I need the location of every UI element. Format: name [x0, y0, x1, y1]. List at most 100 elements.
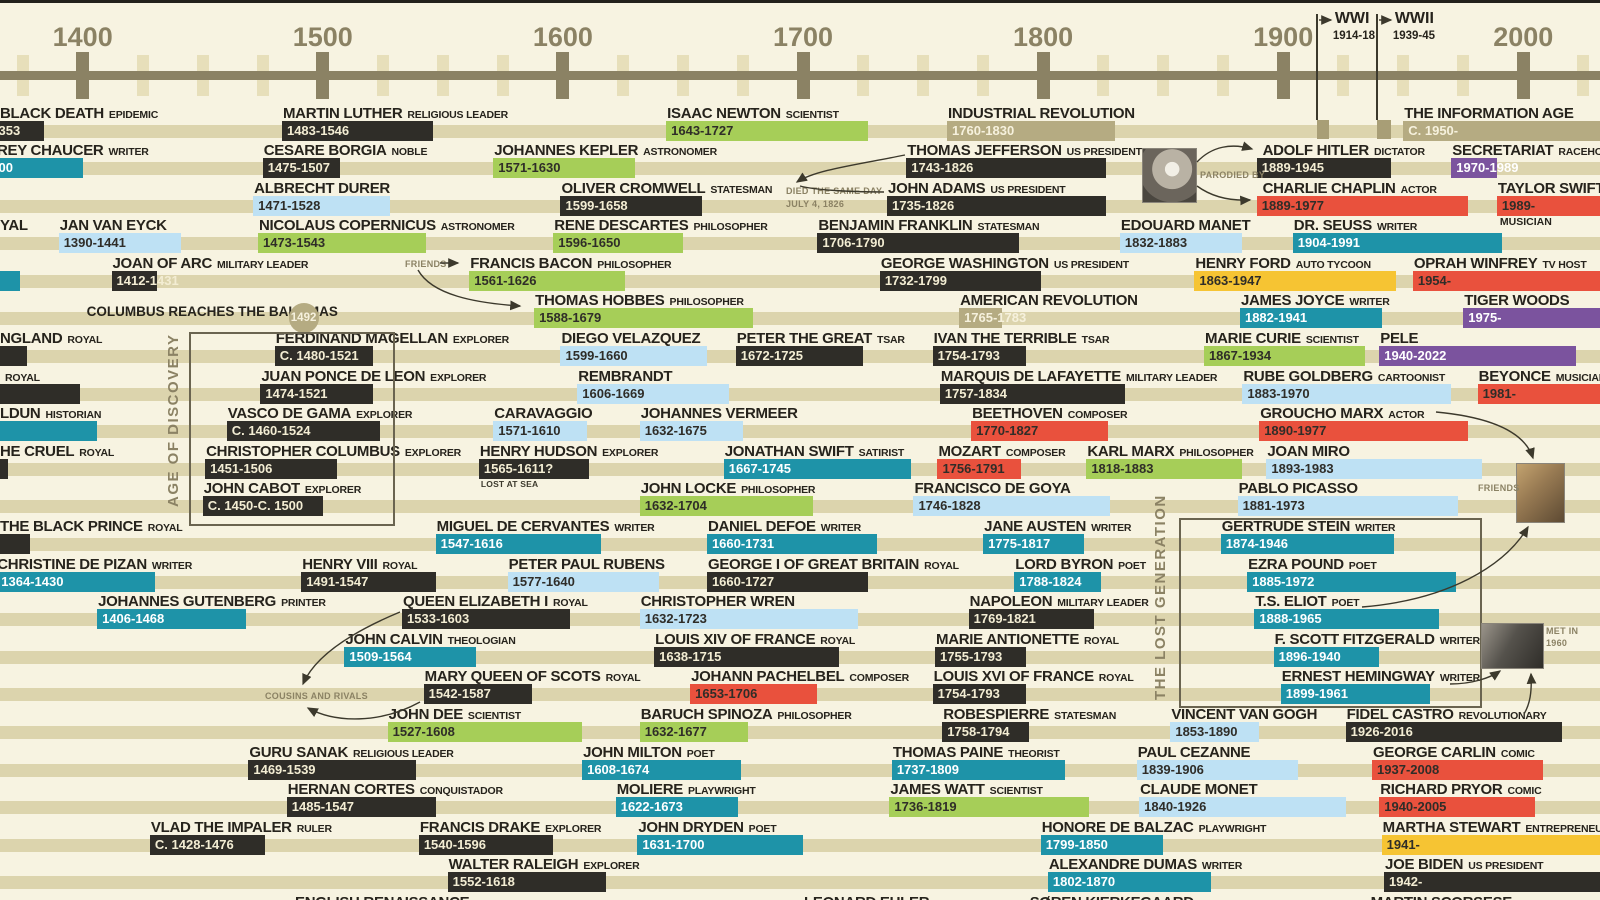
entry-label: FRANCIS DRAKE EXPLORER — [420, 818, 602, 838]
entry-role: RULER — [296, 822, 332, 835]
entry-label: THOMAS JEFFERSON US PRESIDENT — [907, 141, 1142, 161]
timeline-bar: 1889-1977 — [1256, 195, 1469, 216]
entry-role: COMPOSER — [1067, 409, 1128, 422]
entry-dates: 1940-2022 — [1384, 348, 1447, 364]
friends-annotation: FRIENDS — [405, 259, 447, 269]
entry-role: COMIC — [1507, 785, 1542, 798]
timeline-bar: 1889-1945 — [1256, 158, 1392, 179]
entry-label: SØREN KIERKEGAARD PHILOSOPHER — [1030, 893, 1274, 900]
entry-dates: 1889-1977 — [1261, 197, 1324, 213]
axis-major-tick — [1276, 52, 1290, 99]
timeline-bar: 1638-1715 — [654, 646, 839, 667]
entry-label: THOMAS PAINE THEORIST — [893, 743, 1060, 763]
died-same-day-line2: JULY 4, 1826 — [786, 199, 845, 209]
entry-dates: 1599-1660 — [565, 348, 628, 364]
entry-name: NGLAND — [0, 330, 63, 348]
timeline-bar: 1832-1883 — [1119, 233, 1243, 254]
entry-label: SECRETARIAT RACEHORSE — [1452, 141, 1600, 161]
entry-role: POET — [748, 822, 777, 835]
timeline-bar: 1667-1745 — [723, 458, 912, 479]
entry-dates: 1954- — [1417, 272, 1452, 288]
entry-dates: 1756-1791 — [942, 460, 1005, 476]
timeline-bar: 1571-1610 — [493, 421, 587, 442]
entry-name: CHRISTOPHER COLUMBUS — [206, 442, 400, 460]
entry-name: HONORE DE BALZAC — [1041, 818, 1194, 836]
timeline-bar: 1788-1824 — [1014, 571, 1101, 592]
entry-name: GROUCHO MARX — [1260, 405, 1384, 423]
axis-major-tick — [76, 52, 90, 99]
entry-label: JOHN DRYDEN POET — [638, 818, 776, 838]
entry-name: REMBRANDT — [578, 367, 673, 385]
entry-name: LOUIS XIV OF FRANCE — [655, 630, 816, 648]
entry-dates: 1346-1353 — [0, 122, 21, 138]
entry-role: ROYAL — [820, 634, 856, 647]
timeline-bar — [0, 421, 98, 442]
entry-label: FRANCISCO DE GOYA — [914, 479, 1070, 499]
entry-role: STATESMAN — [977, 221, 1040, 234]
entry-name: EDOUARD MANET — [1120, 217, 1251, 235]
event-label: COLUMBUS REACHES THE BAHAMAS — [86, 304, 338, 320]
parodied-hitler-arrow — [1196, 141, 1254, 163]
entry-dates: 1853-1890 — [1175, 723, 1238, 739]
entry-dates: 1760-1830 — [952, 122, 1015, 138]
entry-label: RENE DESCARTES PHILOSOPHER — [554, 216, 768, 236]
entry-dates: 1632-1675 — [644, 423, 707, 439]
entry-name: HENRY FORD — [1195, 254, 1291, 272]
entry-dates: 1881-1973 — [1242, 498, 1305, 514]
entry-role: SCIENTIST — [989, 785, 1043, 798]
entry-name: PELE — [1380, 330, 1419, 348]
entry-label: RUBE GOLDBERG CARTOONIST — [1243, 367, 1445, 387]
entry-role: MILITARY LEADER — [1057, 597, 1149, 610]
entry-role: PHILOSOPHER — [777, 709, 852, 722]
axis-year-label: 1600 — [532, 22, 593, 52]
entry-name: THOMAS PAINE — [892, 743, 1004, 761]
timeline-bar: 1757-1834 — [939, 383, 1125, 404]
war-label: WWI — [1334, 10, 1370, 27]
entry-label: PETER THE GREAT TSAR — [737, 329, 905, 349]
entry-label: CHRISTINE DE PIZAN WRITER — [0, 555, 192, 575]
entry-name: JAMES WATT — [890, 781, 985, 799]
entry-dates: 1390-1441 — [63, 235, 126, 251]
timeline-bar: 1853-1890 — [1170, 721, 1260, 742]
entry-role: EXPLORER — [452, 334, 510, 347]
entry-role: EXPLORER — [304, 484, 362, 497]
entry-dates: 1588-1679 — [539, 310, 602, 326]
entry-name: JONATHAN SWIFT — [724, 442, 854, 460]
timeline-bar: 1672-1725 — [735, 346, 864, 367]
entry-dates: 1469-1539 — [253, 761, 316, 777]
timeline-bar: C. 1950- — [1403, 120, 1600, 141]
entry-label: OPRAH WINFREY TV HOST — [1414, 254, 1587, 274]
entry-label: ROBESPIERRE STATESMAN — [943, 705, 1116, 725]
entry-dates: 1533-1603 — [407, 611, 470, 627]
entry-role: ASTRONOMER — [643, 146, 717, 159]
entry-label: THE BLACK PRINCE ROYAL — [0, 517, 183, 537]
timeline-bar: 1632-1704 — [639, 496, 813, 517]
timeline-bar: 1942- — [1384, 872, 1600, 893]
entry-role: PHILOSOPHER — [741, 484, 816, 497]
entry-role: HISTORIAN — [45, 409, 102, 422]
entry-name: THE BLACK PRINCE — [0, 517, 143, 535]
axis-major-tick — [1036, 52, 1050, 99]
timeline-bar: 1941- — [1381, 834, 1600, 855]
entry-name: ROBESPIERRE — [943, 705, 1050, 723]
entry-label: MARIE ANTIONETTE ROYAL — [936, 630, 1119, 650]
entry-name: PETER THE GREAT — [736, 330, 873, 348]
entry-role: ROYAL — [605, 672, 641, 685]
timeline-bar: 1622-1673 — [615, 797, 739, 818]
hemingway-castro-photo — [1482, 624, 1543, 668]
entry-name: QUEEN ELIZABETH I — [403, 593, 548, 611]
entry-dates: C. 1450-C. 1500 — [207, 498, 304, 514]
war-era-bar — [1316, 120, 1329, 139]
timeline-bar: 1867-1934 — [1203, 346, 1365, 367]
timeline-bar: 1732-1799 — [879, 270, 1041, 291]
entry-name: JOHN DRYDEN — [638, 818, 744, 836]
entry-name: CHRISTOPHER WREN — [640, 593, 795, 611]
timeline-bar: C. 1480-1521 — [274, 346, 374, 367]
entry-label: BLACK DEATH EPIDEMIC — [0, 104, 158, 124]
entry-role: ROYAL — [147, 521, 183, 534]
entry-dates: 1757-1834 — [944, 385, 1008, 401]
entry-label: RICHARD PRYOR COMIC — [1380, 780, 1541, 800]
entry-dates: 1571-1610 — [498, 423, 561, 439]
timeline-bar: 1606-1669 — [577, 383, 729, 404]
entry-label: PABLO PICASSO — [1239, 479, 1358, 499]
